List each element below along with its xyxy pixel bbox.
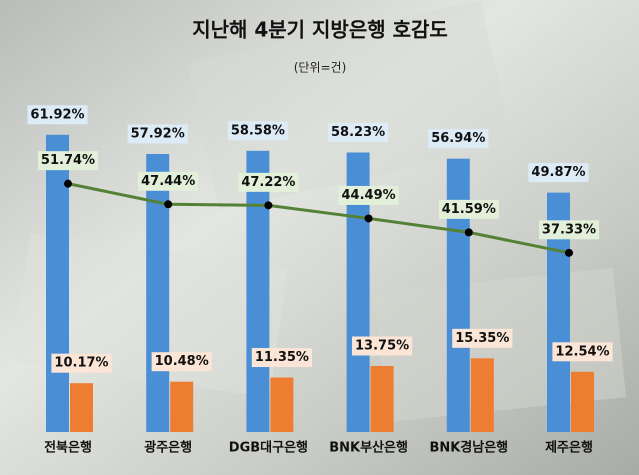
data-label: 49.87%	[531, 165, 585, 180]
data-label: 58.23%	[331, 125, 385, 140]
data-label-bg	[227, 121, 288, 141]
data-label: 11.35%	[255, 350, 309, 365]
line-point	[565, 248, 573, 257]
x-tick-label: BNK경남은행	[429, 440, 508, 456]
data-label: 57.92%	[131, 126, 185, 141]
data-label: 44.49%	[342, 188, 396, 203]
line-point	[364, 214, 373, 223]
data-label-bg	[338, 185, 399, 205]
data-label: 58.58%	[231, 123, 285, 138]
x-tick-label: 광주은행	[144, 440, 192, 456]
line-point	[64, 179, 72, 188]
data-label-bg	[328, 122, 389, 142]
data-label: 41.59%	[442, 202, 496, 217]
data-label-bg	[151, 352, 212, 372]
data-label-bg	[352, 336, 413, 356]
data-label: 47.22%	[241, 175, 295, 190]
data-label-bg	[238, 172, 299, 192]
bar	[70, 383, 93, 432]
line-point	[464, 228, 473, 237]
data-label: 13.75%	[355, 339, 409, 354]
chart-subtitle: (단위=건)	[294, 61, 347, 75]
bar	[146, 153, 170, 432]
bar	[170, 381, 194, 432]
data-label: 47.44%	[141, 174, 195, 189]
bar	[246, 150, 270, 433]
data-label-bg	[251, 348, 312, 368]
bar	[346, 152, 370, 432]
line-point	[264, 201, 273, 210]
data-label: 10.17%	[54, 356, 108, 371]
x-tick-label: DGB대구은행	[229, 440, 308, 456]
data-label-bg	[138, 171, 199, 191]
chart-title: 지난해 4분기 지방은행 호감도	[192, 18, 448, 42]
bar	[446, 158, 470, 433]
data-label-bg	[27, 105, 88, 125]
data-label: 12.54%	[555, 344, 609, 359]
line-point	[164, 200, 173, 209]
x-tick-label: 제주은행	[545, 440, 593, 456]
data-label-bg	[452, 328, 513, 348]
bar	[370, 366, 394, 432]
data-label-bg	[127, 124, 188, 144]
data-label-bg	[37, 151, 99, 171]
data-label: 15.35%	[455, 331, 509, 346]
line	[67, 182, 570, 255]
data-label-bg	[528, 163, 589, 183]
x-tick-label: 전북은행	[44, 440, 92, 456]
data-label-bg	[538, 220, 600, 240]
data-label: 37.33%	[542, 222, 596, 237]
bar	[46, 134, 69, 432]
bar	[270, 377, 294, 432]
data-label-bg	[438, 199, 499, 219]
data-label: 10.48%	[155, 354, 209, 369]
data-label: 61.92%	[30, 107, 84, 122]
data-label: 56.94%	[431, 131, 485, 146]
data-label-bg	[552, 342, 613, 362]
bar	[470, 358, 494, 432]
bar	[571, 371, 594, 432]
data-label: 51.74%	[41, 153, 95, 168]
data-label-bg	[51, 353, 112, 373]
data-label-bg	[428, 129, 489, 149]
x-tick-label: BNK부산은행	[329, 440, 408, 456]
